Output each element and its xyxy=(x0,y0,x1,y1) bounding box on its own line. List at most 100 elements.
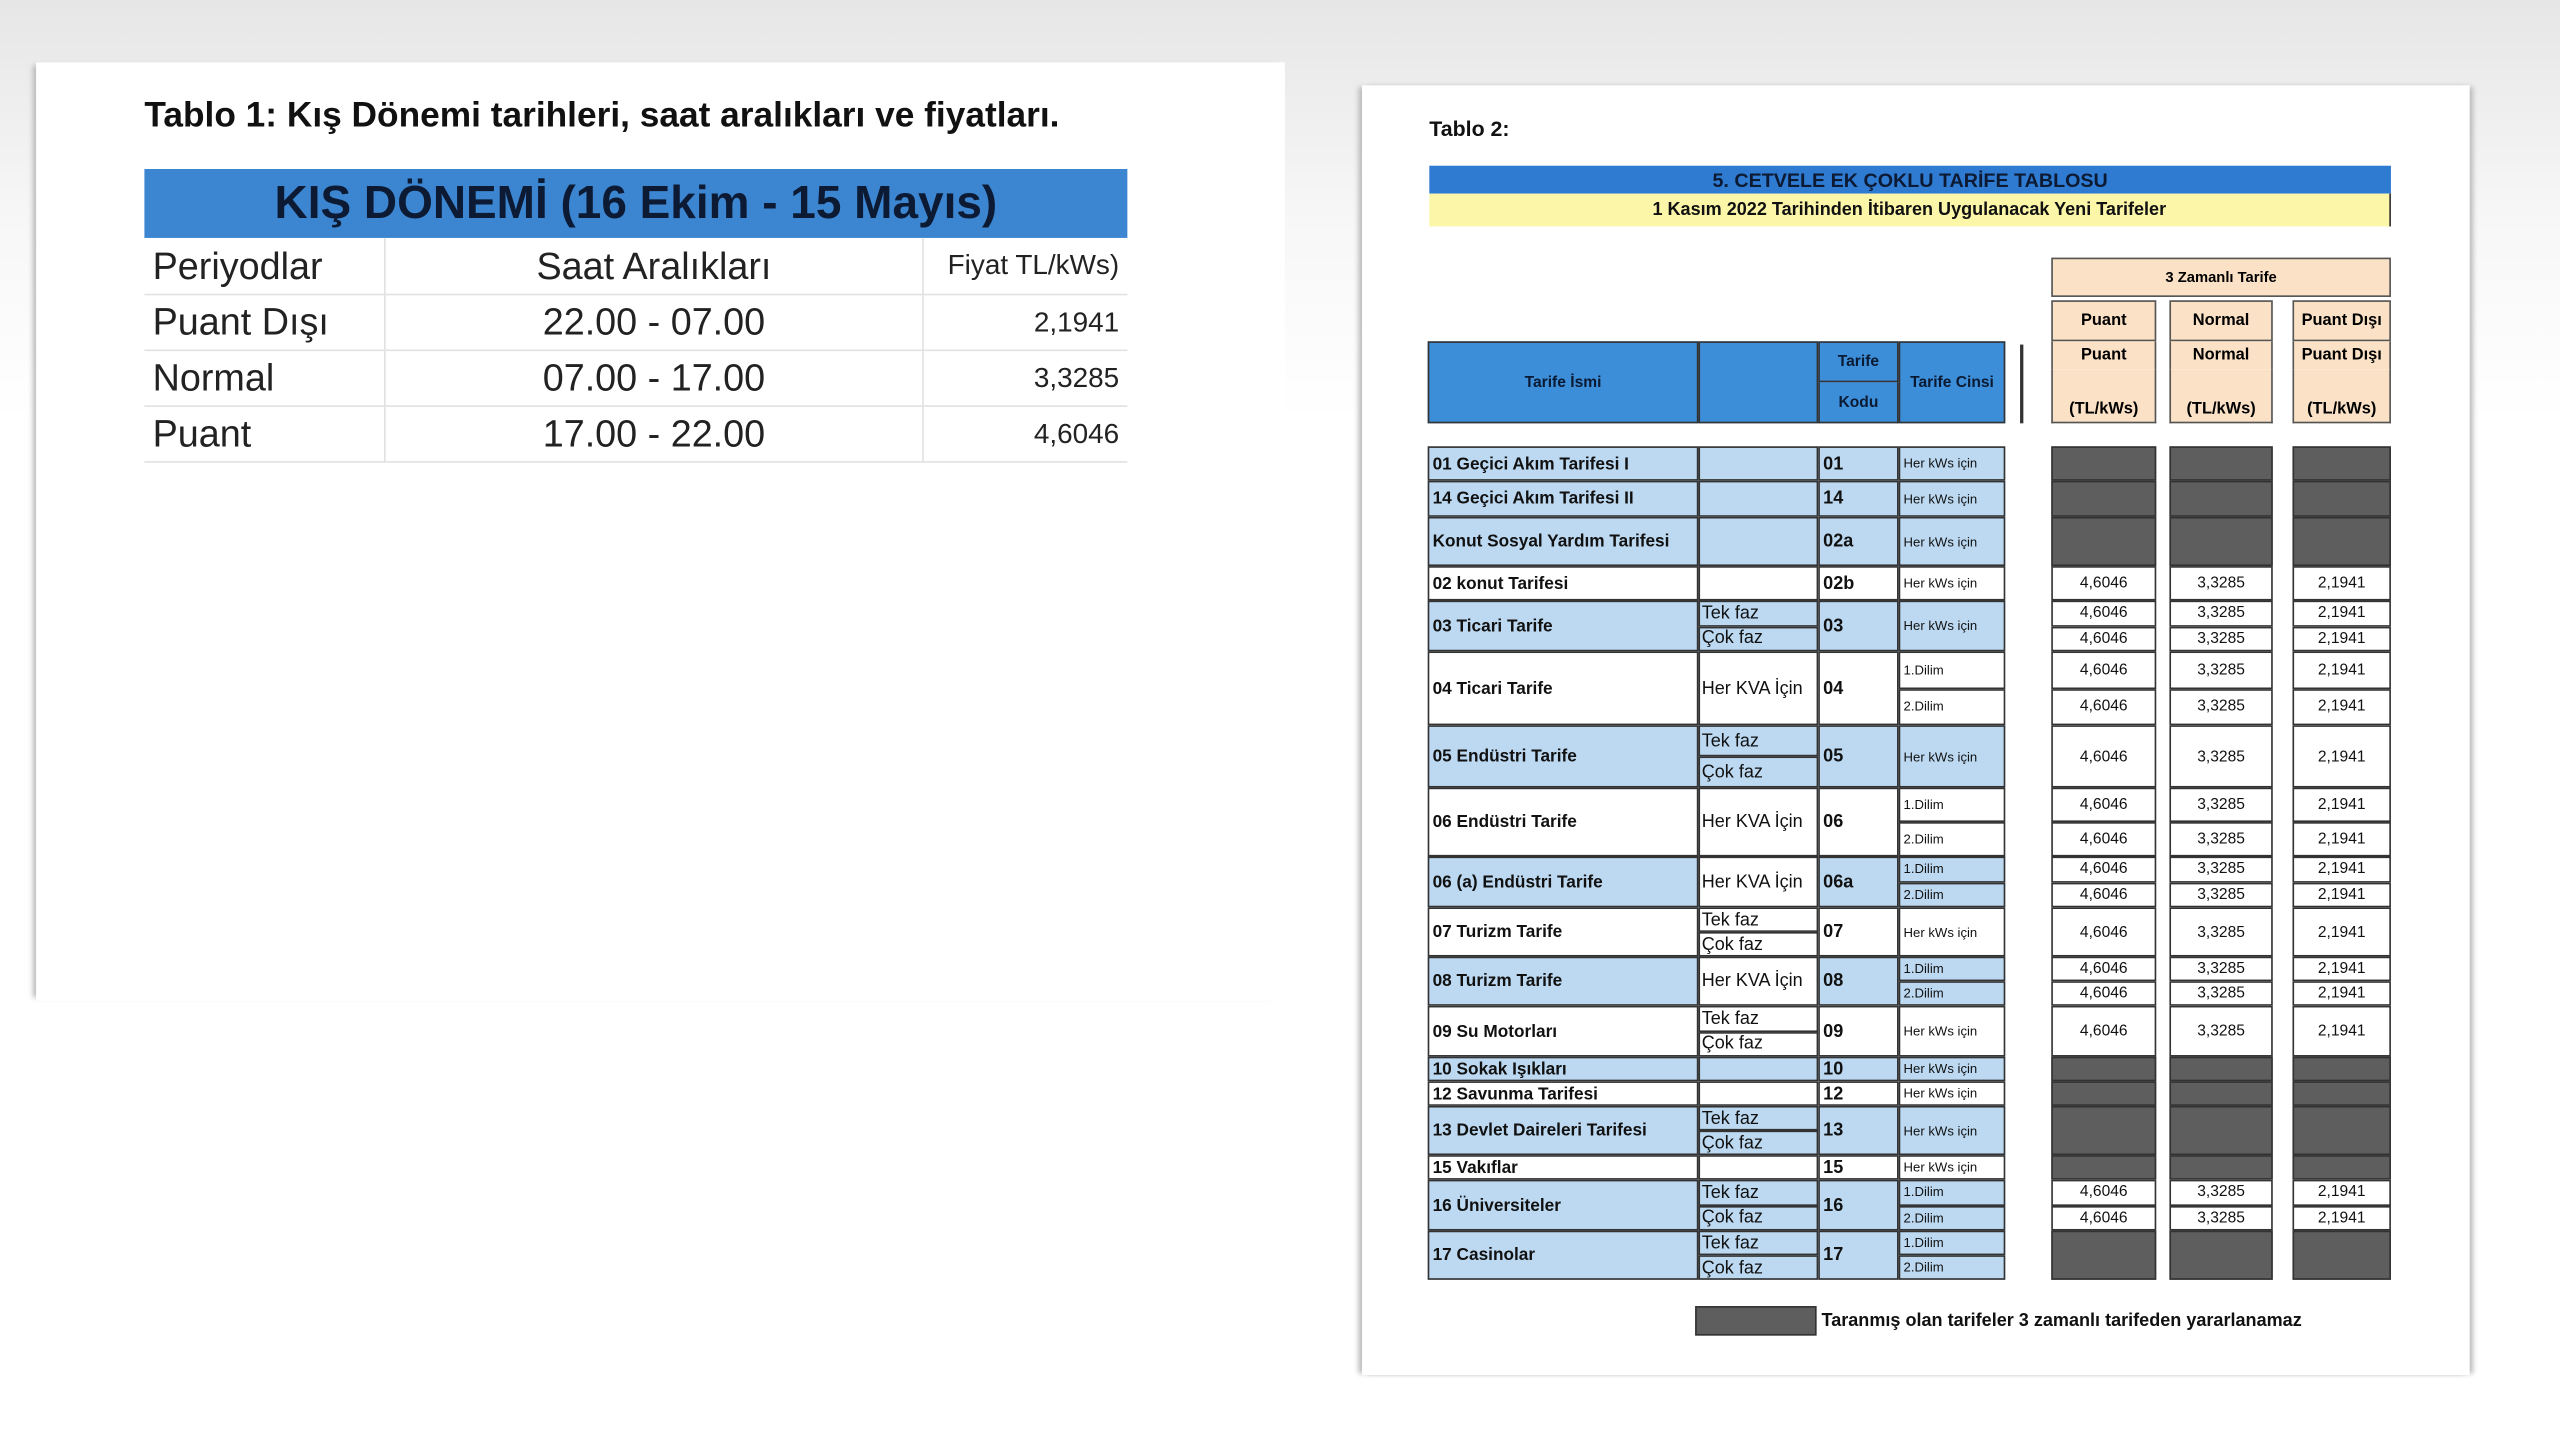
shaded-cell xyxy=(2051,1105,2157,1156)
table-cell: 22.00 - 07.00 xyxy=(385,295,924,352)
tariff-code: 09 xyxy=(1818,1005,1899,1057)
tariff-name: 08 Turizm Tarife xyxy=(1427,956,1699,1006)
shaded-cell xyxy=(2051,516,2157,567)
price-cell: 4,6046 xyxy=(2051,881,2157,908)
tariff-subtype: Tek faz xyxy=(1698,1179,1819,1206)
tariff-name: 06 (a) Endüstri Tarife xyxy=(1427,856,1699,908)
tariff-code: 04 xyxy=(1818,651,1899,726)
price-cell: 2,1941 xyxy=(2292,1179,2391,1206)
tariff-subtype: Her KVA İçin xyxy=(1698,651,1819,726)
table-title: Tablo 2: xyxy=(1429,115,1510,141)
table-cell: 3,3285 xyxy=(923,351,1128,407)
tariff-name: 12 Savunma Tarifesi xyxy=(1427,1081,1699,1106)
header-cell: Tarife İsmi xyxy=(1427,341,1699,424)
price-cell: 4,6046 xyxy=(2051,981,2157,1006)
tariff-name: 03 Ticari Tarife xyxy=(1427,600,1699,652)
shaded-cell xyxy=(2169,1081,2273,1106)
price-cell: 3,3285 xyxy=(2169,822,2273,857)
tariff-name: 02 konut Tarifesi xyxy=(1427,566,1699,601)
table-cell: 07.00 - 17.00 xyxy=(385,351,924,407)
price-cell: 2,1941 xyxy=(2292,566,2391,601)
tariff-subtype: Çok faz xyxy=(1698,931,1819,957)
price-cell: 3,3285 xyxy=(2169,688,2273,726)
tariff-subtype: Çok faz xyxy=(1698,1130,1819,1156)
tariff-code: 06a xyxy=(1818,856,1899,908)
price-cell: 3,3285 xyxy=(2169,981,2273,1006)
shaded-cell xyxy=(2051,1230,2157,1280)
price-cell: 2,1941 xyxy=(2292,651,2391,689)
header-cell: Tarife xyxy=(1818,341,1899,383)
tariff-kind: 2.Dilim xyxy=(1898,822,2006,857)
shaded-cell xyxy=(2169,1105,2273,1156)
price-column-header: Normal xyxy=(2169,300,2273,342)
table-subtitle: 1 Kasım 2022 Tarihinden İtibaren Uygulan… xyxy=(1429,193,2391,227)
price-column-header: Puant Dışı xyxy=(2292,341,2391,370)
price-cell: 4,6046 xyxy=(2051,787,2157,823)
price-cell: 3,3285 xyxy=(2169,625,2273,652)
header-cell: Tarife Cinsi xyxy=(1898,341,2006,424)
empty-cell xyxy=(1698,1056,1819,1082)
table-cell: 2,1941 xyxy=(923,295,1128,352)
price-group-header: 3 Zamanlı Tarife xyxy=(2051,257,2391,297)
tariff-code: 10 xyxy=(1818,1056,1899,1082)
price-cell: 2,1941 xyxy=(2292,907,2391,957)
tariff-subtype: Tek faz xyxy=(1698,725,1819,757)
tariff-name: 16 Üniversiteler xyxy=(1427,1179,1699,1231)
tariff-kind: 2.Dilim xyxy=(1898,981,2006,1006)
shaded-cell xyxy=(2292,480,2391,517)
price-cell: 4,6046 xyxy=(2051,822,2157,857)
price-cell: 3,3285 xyxy=(2169,566,2273,601)
table-cell: Puant Dışı xyxy=(144,295,386,352)
tariff-name: 07 Turizm Tarife xyxy=(1427,907,1699,957)
tariff-kind: 2.Dilim xyxy=(1898,688,2006,726)
table-cell: 17.00 - 22.00 xyxy=(385,406,924,463)
tariff-code: 07 xyxy=(1818,907,1899,957)
legend-swatch xyxy=(1695,1306,1817,1336)
price-cell: 4,6046 xyxy=(2051,600,2157,626)
tariff-kind: Her kWs için xyxy=(1898,516,2006,567)
price-column-header: Puant xyxy=(2051,300,2157,342)
tariff-subtype: Çok faz xyxy=(1698,1031,1819,1057)
tariff-kind: 2.Dilim xyxy=(1898,1255,2006,1280)
tariff-kind: Her kWs için xyxy=(1898,1155,2006,1180)
divider xyxy=(2020,344,2024,424)
price-cell: 2,1941 xyxy=(2292,1005,2391,1057)
table-cell: Puant xyxy=(144,406,386,463)
tariff-code: 16 xyxy=(1818,1179,1899,1231)
tariff-name: 05 Endüstri Tarife xyxy=(1427,725,1699,788)
price-cell: 2,1941 xyxy=(2292,981,2391,1006)
tariff-kind: 1.Dilim xyxy=(1898,651,2006,689)
tariff-subtype: Tek faz xyxy=(1698,1105,1819,1131)
tariff-subtype: Tek faz xyxy=(1698,1230,1819,1256)
empty-cell xyxy=(1698,1155,1819,1180)
price-cell: 2,1941 xyxy=(2292,881,2391,908)
shaded-cell xyxy=(2051,1056,2157,1082)
empty-cell xyxy=(1698,446,1819,481)
price-cell: 3,3285 xyxy=(2169,651,2273,689)
shaded-cell xyxy=(2169,480,2273,517)
tariff-kind: Her kWs için xyxy=(1898,1105,2006,1156)
tariff-kind: Her kWs için xyxy=(1898,725,2006,788)
price-cell: 3,3285 xyxy=(2169,600,2273,626)
tariff-kind: Her kWs için xyxy=(1898,446,2006,481)
tariff-name: 14 Geçici Akım Tarifesi II xyxy=(1427,480,1699,517)
tariff-kind: 2.Dilim xyxy=(1898,1205,2006,1231)
tariff-kind: 1.Dilim xyxy=(1898,1230,2006,1256)
tariff-subtype: Çok faz xyxy=(1698,756,1819,788)
price-cell: 3,3285 xyxy=(2169,725,2273,788)
price-column-header: Puant Dışı xyxy=(2292,300,2391,342)
tariff-code: 14 xyxy=(1818,480,1899,517)
header-cell: Periyodlar xyxy=(144,237,386,296)
price-cell: 4,6046 xyxy=(2051,1179,2157,1206)
price-column-header: Puant xyxy=(2051,341,2157,370)
tariff-kind: 1.Dilim xyxy=(1898,956,2006,982)
tariff-kind: 2.Dilim xyxy=(1898,881,2006,908)
tariff-subtype: Tek faz xyxy=(1698,600,1819,626)
price-cell: 4,6046 xyxy=(2051,725,2157,788)
tariff-name: 15 Vakıflar xyxy=(1427,1155,1699,1180)
shaded-cell xyxy=(2292,1155,2391,1180)
tariff-subtype: Her KVA İçin xyxy=(1698,787,1819,857)
tariff-kind: Her kWs için xyxy=(1898,1056,2006,1082)
